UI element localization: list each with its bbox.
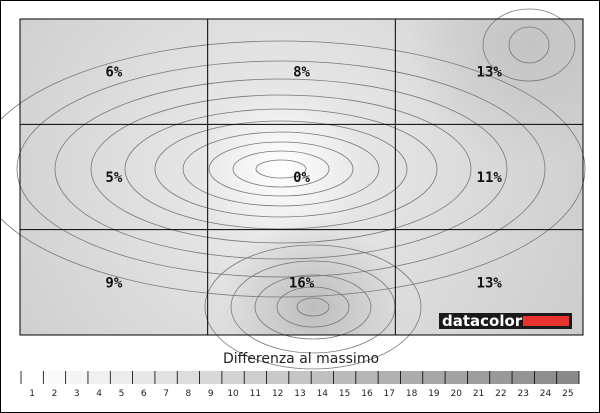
contour-line	[154, 120, 408, 218]
scale-tick-label: 18	[406, 389, 418, 399]
scale-swatch	[43, 371, 66, 384]
contour-line	[16, 60, 546, 278]
heatmap-plot: 6% 8% 13% 5% 0% 11% 9% 16% 13%	[1, 8, 586, 370]
scale-swatch	[110, 371, 133, 384]
contour-line	[232, 150, 330, 188]
heatmap-corner-shade	[20, 19, 583, 335]
scale-swatch	[177, 371, 200, 384]
scale-tick-label: 6	[141, 389, 147, 399]
scale-tick-label: 21	[473, 389, 484, 399]
scale-tick-label: 9	[208, 389, 214, 399]
scale-tick-label: 3	[74, 389, 80, 399]
scale-tick-label: 25	[562, 389, 573, 399]
scale-swatch	[489, 371, 513, 384]
scale-tick-label: 11	[250, 389, 261, 399]
zone-value-label: 13%	[477, 275, 503, 291]
scale-swatch	[467, 371, 490, 384]
contour-line	[54, 78, 508, 260]
zone-value-label: 0%	[293, 170, 310, 186]
scale-swatch	[87, 371, 111, 384]
zone-value-label: 16%	[289, 275, 315, 291]
zone-grid	[20, 19, 583, 335]
contour-line	[182, 131, 380, 207]
contour-line	[90, 94, 472, 244]
zone-value-label: 5%	[105, 170, 122, 186]
scale-tick-label: 13	[294, 389, 305, 399]
scale-tick-label: 19	[428, 389, 440, 399]
scale-tick-label: 23	[517, 389, 528, 399]
scale-tick-label: 20	[451, 389, 463, 399]
scale-tick-label: 24	[540, 389, 552, 399]
contour-line	[296, 297, 330, 317]
scale-tick-label: 1	[29, 389, 35, 399]
contour-line	[204, 244, 422, 370]
scale-tick-label: 5	[119, 389, 125, 399]
scale-tick-label: 14	[317, 389, 329, 399]
zone-value-label: 6%	[105, 65, 122, 81]
contour-line	[1, 40, 586, 298]
scale-swatch	[534, 371, 557, 384]
scale-tick-label: 16	[361, 389, 373, 399]
scale-swatch	[333, 371, 356, 384]
color-scale: 1 2 3 4 5 6 7 8 9 10 11 12 13 14 15 16 17 18 19 20 21 22 23 24 2…	[20, 371, 580, 399]
scale-tick-label: 7	[163, 389, 169, 399]
contour-line	[255, 159, 307, 179]
scale-swatch	[244, 371, 267, 384]
scale-tick-label: 17	[384, 389, 395, 399]
zone-value-label: 9%	[105, 275, 122, 291]
scale-swatch	[132, 371, 155, 384]
scale-title: Differenza al massimo	[223, 351, 379, 367]
logo-red-bar	[523, 316, 569, 326]
contour-lines	[1, 8, 586, 370]
scale-swatch	[266, 371, 289, 384]
contour-line	[276, 286, 350, 328]
scale-tick-label: 2	[52, 389, 58, 399]
scale-swatch	[556, 371, 579, 384]
scale-swatch	[199, 371, 222, 384]
scale-swatch	[378, 371, 401, 384]
scale-swatch	[21, 371, 44, 384]
contour-line	[254, 274, 372, 340]
contour-line	[124, 108, 438, 230]
datacolor-logo: datacolor	[439, 312, 572, 330]
scale-tick-label: 15	[339, 389, 350, 399]
zone-value-label: 11%	[477, 170, 503, 186]
scale-tick-label: 10	[227, 389, 239, 399]
scale-swatch	[512, 371, 535, 384]
scale-swatch	[65, 371, 88, 384]
contour-line	[208, 141, 354, 197]
zone-value-label: 13%	[477, 65, 503, 81]
scale-swatch	[288, 371, 312, 384]
scale-tick-label: 22	[495, 389, 506, 399]
scale-swatch	[221, 371, 245, 384]
contour-line	[482, 8, 576, 82]
scale-tick-label: 4	[96, 389, 102, 399]
scale-tick-label: 12	[272, 389, 283, 399]
plot-border	[19, 18, 584, 336]
zone-labels: 6% 8% 13% 5% 0% 11% 9% 16% 13%	[105, 65, 502, 292]
scale-swatch	[311, 371, 334, 384]
scale-swatch	[154, 371, 178, 384]
logo-text: datacolor	[442, 312, 523, 330]
zone-value-label: 8%	[293, 65, 310, 81]
contour-line	[508, 26, 550, 64]
scale-swatch	[445, 371, 468, 384]
scale-tick-label: 8	[186, 389, 192, 399]
scale-swatch	[355, 371, 379, 384]
scale-swatch	[422, 371, 446, 384]
scale-swatch	[400, 371, 423, 384]
